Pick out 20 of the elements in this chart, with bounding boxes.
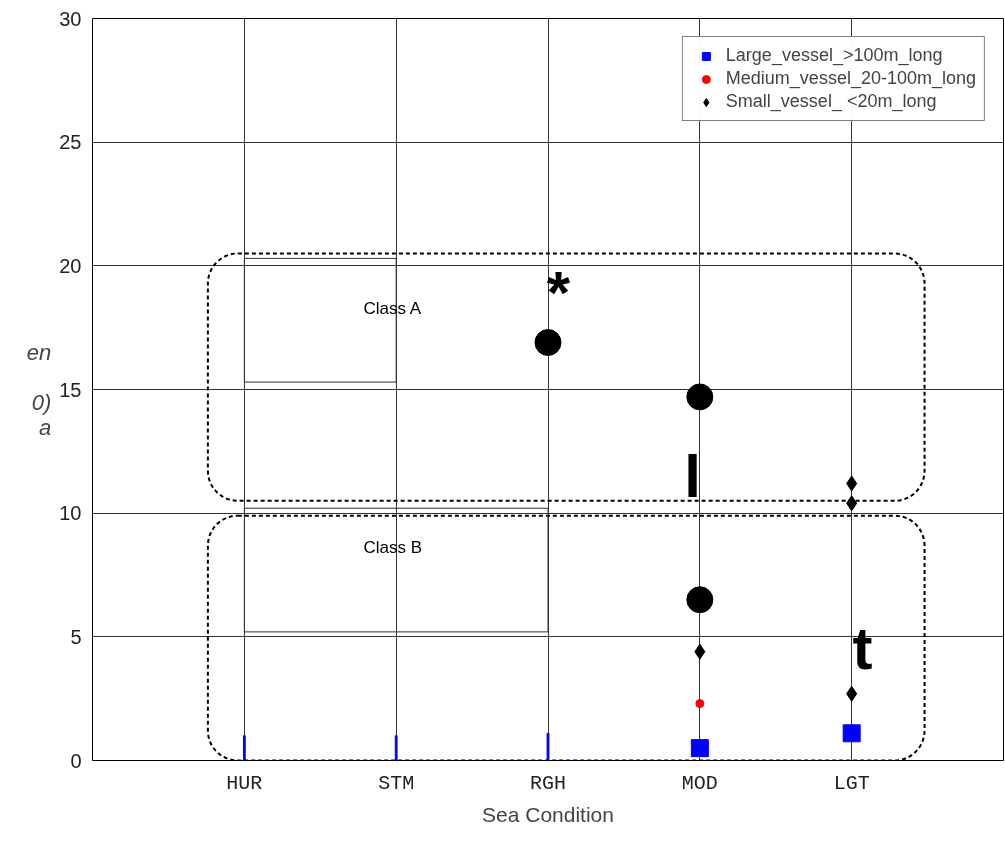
x-tick-label: STM [378, 771, 415, 795]
y-tick-label: 20 [59, 254, 82, 277]
y-tick-label: 10 [59, 502, 82, 525]
y-tick-label: 5 [70, 625, 82, 648]
text: 0) [31, 389, 52, 415]
text: a [39, 414, 52, 440]
y-tick-label: 30 [59, 7, 82, 30]
x-tick-label: LGT [833, 771, 870, 795]
x-tick-label: RGH [530, 771, 567, 795]
y-tick-label: 25 [59, 131, 82, 154]
legend-label: Large_vessel_>100m_long [725, 45, 943, 66]
legend-label: Small_vessel_ <20m_long [725, 91, 937, 112]
y-tick-label: 0 [70, 749, 82, 772]
y-axis-title: en [26, 339, 52, 365]
legend-label: Medium_vessel_20-100m_long [725, 68, 976, 89]
x-axis-title: Sea Condition [482, 802, 614, 826]
x-tick-label: HUR [226, 771, 263, 795]
x-tick-label: MOD [681, 771, 718, 795]
annotation: l [684, 443, 701, 510]
y-tick-label: 15 [59, 378, 82, 401]
